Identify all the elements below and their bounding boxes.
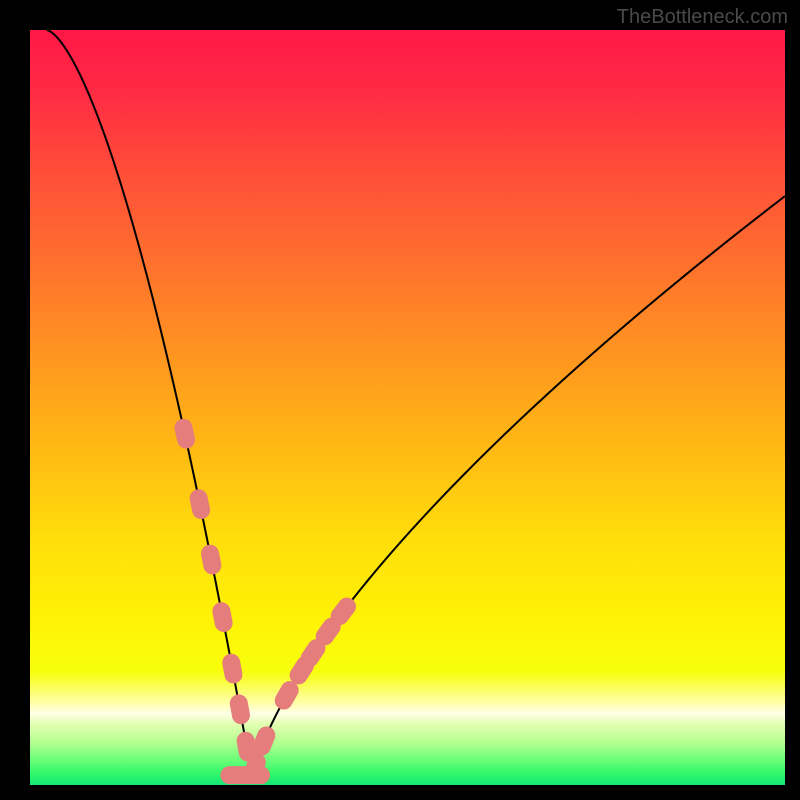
marker-dot [199, 498, 201, 510]
marker-dot [340, 607, 347, 617]
marker-dot [210, 554, 212, 566]
watermark-text: TheBottleneck.com [617, 6, 788, 29]
marker-dot [325, 627, 332, 637]
gradient-background [30, 30, 785, 785]
marker-dot [221, 611, 223, 623]
marker-dot [239, 703, 241, 715]
marker-dot [299, 665, 305, 675]
chart-container: TheBottleneck.com [0, 0, 800, 800]
marker-dot [262, 735, 267, 746]
marker-dot [246, 741, 248, 753]
plot-area [30, 30, 785, 785]
marker-dot [183, 428, 186, 440]
marker-dot [253, 762, 257, 773]
marker-dot [284, 690, 290, 700]
marker-dot [231, 663, 233, 675]
marker-dot [310, 648, 317, 658]
